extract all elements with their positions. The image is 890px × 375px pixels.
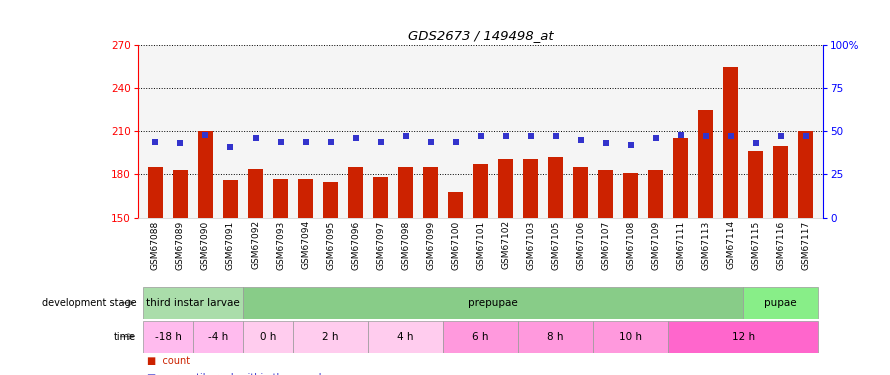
Bar (448, 192, 463, 217)
Point (323, 139, 337, 145)
Point (599, 140, 613, 146)
Point (149, 139, 163, 145)
Point (748, 140, 763, 146)
Bar (473, 164, 488, 218)
Bar (593, 321, 668, 352)
Point (449, 139, 463, 145)
Point (248, 135, 263, 141)
Bar (148, 167, 163, 217)
Text: 4 h: 4 h (397, 332, 414, 342)
Bar (443, 321, 518, 352)
Bar (773, 146, 789, 218)
Text: time: time (114, 332, 136, 342)
Point (473, 134, 488, 140)
Bar (243, 287, 743, 319)
Title: GDS2673 / 149498_at: GDS2673 / 149498_at (408, 30, 554, 42)
Text: pupae: pupae (765, 298, 797, 308)
Bar (193, 321, 243, 352)
Text: 10 h: 10 h (619, 332, 643, 342)
Point (273, 139, 287, 145)
Bar (724, 67, 738, 218)
Text: 2 h: 2 h (322, 332, 339, 342)
Bar (598, 170, 613, 217)
Bar (368, 321, 443, 352)
Point (523, 134, 538, 140)
Point (424, 139, 438, 145)
Text: prepupae: prepupae (468, 298, 518, 308)
Bar (648, 170, 663, 217)
Text: 6 h: 6 h (473, 332, 489, 342)
Bar (523, 159, 538, 218)
Point (773, 134, 788, 140)
Bar (698, 110, 713, 218)
Bar (143, 287, 243, 319)
Bar (518, 321, 593, 352)
Bar (668, 321, 818, 352)
Text: 12 h: 12 h (732, 332, 755, 342)
Text: 8 h: 8 h (547, 332, 564, 342)
Point (498, 134, 513, 140)
Point (624, 142, 638, 148)
Text: third instar larvae: third instar larvae (146, 298, 239, 308)
Bar (623, 173, 638, 217)
Point (298, 139, 312, 145)
Point (348, 135, 362, 141)
Bar (673, 138, 688, 218)
Bar (548, 157, 563, 218)
Bar (198, 131, 213, 218)
Point (223, 144, 238, 150)
Text: -4 h: -4 h (208, 332, 228, 342)
Bar (398, 167, 413, 217)
Bar (373, 177, 388, 218)
Point (798, 134, 813, 140)
Point (674, 132, 688, 138)
Point (649, 135, 663, 141)
Bar (173, 170, 188, 217)
Bar (423, 167, 438, 217)
Bar (223, 180, 238, 218)
Text: ■  count: ■ count (147, 356, 190, 366)
Point (399, 134, 413, 140)
Bar (748, 152, 764, 217)
Bar (273, 179, 288, 218)
Bar (573, 167, 588, 217)
Bar (743, 287, 818, 319)
Point (174, 140, 188, 146)
Bar (298, 179, 313, 218)
Bar (293, 321, 368, 352)
Point (548, 134, 562, 140)
Point (573, 137, 587, 143)
Point (198, 132, 213, 138)
Bar (243, 321, 293, 352)
Text: ■  percentile rank within the sample: ■ percentile rank within the sample (147, 373, 328, 375)
Text: 0 h: 0 h (260, 332, 276, 342)
Bar (323, 182, 338, 218)
Bar (248, 169, 263, 217)
Point (699, 134, 713, 140)
Point (374, 139, 388, 145)
Text: -18 h: -18 h (155, 332, 182, 342)
Bar (798, 131, 813, 218)
Bar (143, 321, 193, 352)
Bar (348, 167, 363, 217)
Point (724, 134, 738, 140)
Bar (498, 159, 514, 218)
Text: development stage: development stage (42, 298, 136, 308)
